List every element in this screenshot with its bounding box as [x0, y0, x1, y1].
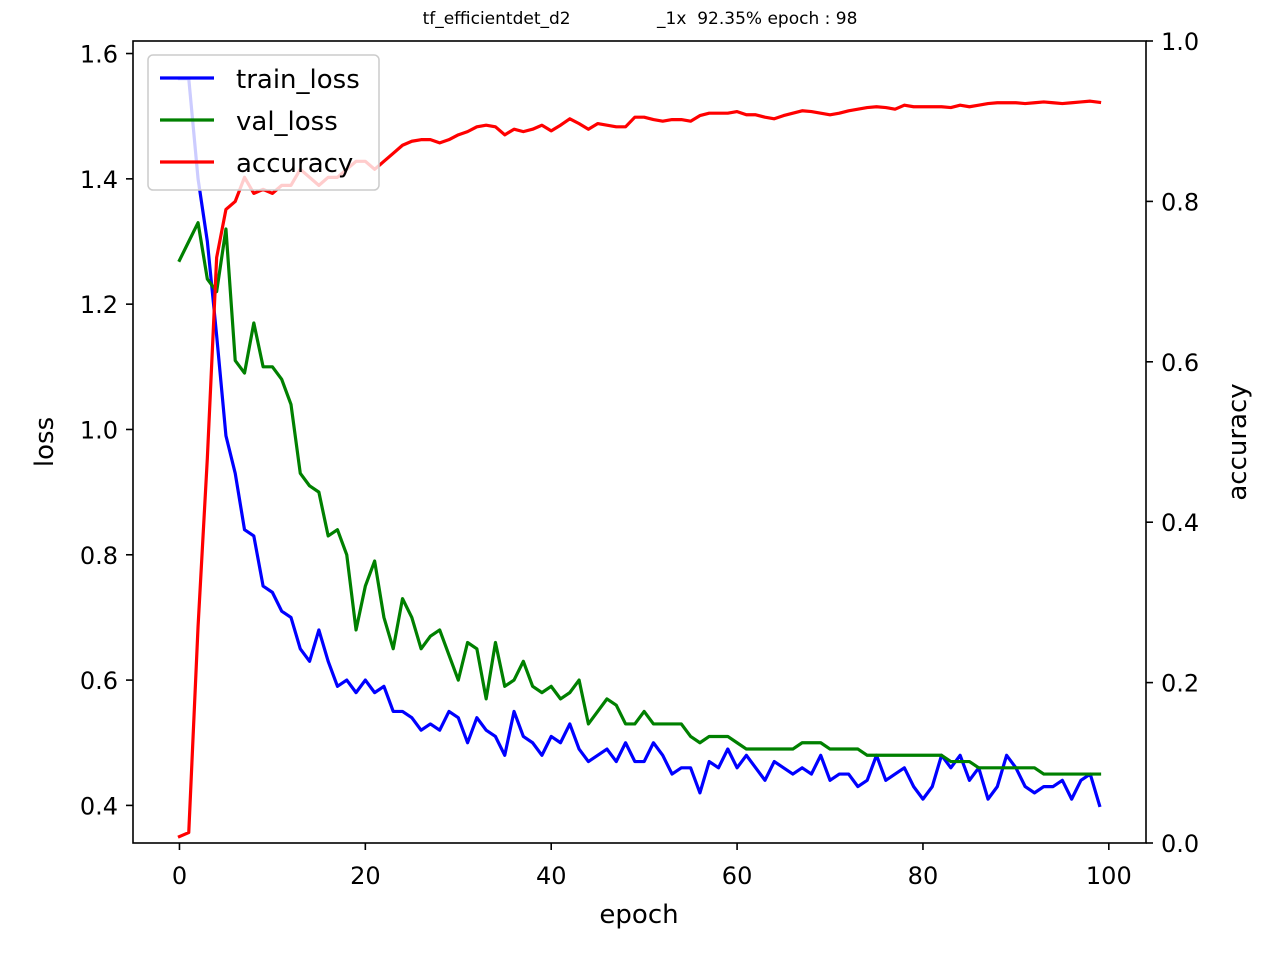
- x-axis-title: epoch: [599, 900, 678, 930]
- series-lines: [177, 76, 1102, 839]
- y-axis-left: 0.4 0.6 0.8 1.0 1.2 1.4 1.6: [80, 41, 133, 820]
- y-left-tick-label: 1.2: [80, 291, 118, 319]
- legend: train_loss val_loss accuracy: [147, 54, 380, 191]
- y-right-tick-label: 0.6: [1161, 349, 1199, 377]
- series-line-val-loss: [177, 221, 1102, 776]
- y-left-tick-label: 0.8: [80, 542, 118, 570]
- legend-label-val-loss: val_loss: [236, 107, 338, 137]
- y-left-tick-label: 0.6: [80, 667, 118, 695]
- y-right-tick-label: 1.0: [1161, 28, 1199, 56]
- chart-title: tf_efficientdet_d2 _1x 92.35% epoch : 98: [423, 9, 858, 29]
- x-tick-label: 40: [536, 862, 567, 890]
- y-right-tick-label: 0.4: [1161, 509, 1199, 537]
- x-tick-label: 20: [350, 862, 381, 890]
- legend-label-train-loss: train_loss: [236, 65, 360, 95]
- y-right-tick-label: 0.0: [1161, 830, 1199, 858]
- plot-area-frame: [132, 40, 1147, 844]
- y-left-tick-label: 0.4: [80, 792, 118, 820]
- x-tick-label: 80: [908, 862, 939, 890]
- series-line-train-loss: [177, 76, 1102, 808]
- y-left-tick-label: 1.0: [80, 416, 118, 444]
- y-axis-left-title: loss: [30, 417, 60, 467]
- x-axis: 0 20 40 60 80 100: [172, 843, 1132, 890]
- x-tick-label: 100: [1086, 862, 1132, 890]
- legend-label-accuracy: accuracy: [236, 149, 353, 179]
- series-line-accuracy: [177, 99, 1102, 839]
- y-left-tick-label: 1.4: [80, 166, 118, 194]
- y-axis-right: 0.0 0.2 0.4 0.6 0.8 1.0: [1146, 28, 1199, 858]
- legend-box: [147, 54, 380, 191]
- y-right-tick-label: 0.8: [1161, 188, 1199, 216]
- y-axis-right-title: accuracy: [1223, 383, 1253, 500]
- x-tick-label: 0: [172, 862, 187, 890]
- y-right-tick-label: 0.2: [1161, 670, 1199, 698]
- y-left-tick-label: 1.6: [80, 41, 118, 69]
- x-tick-label: 60: [722, 862, 753, 890]
